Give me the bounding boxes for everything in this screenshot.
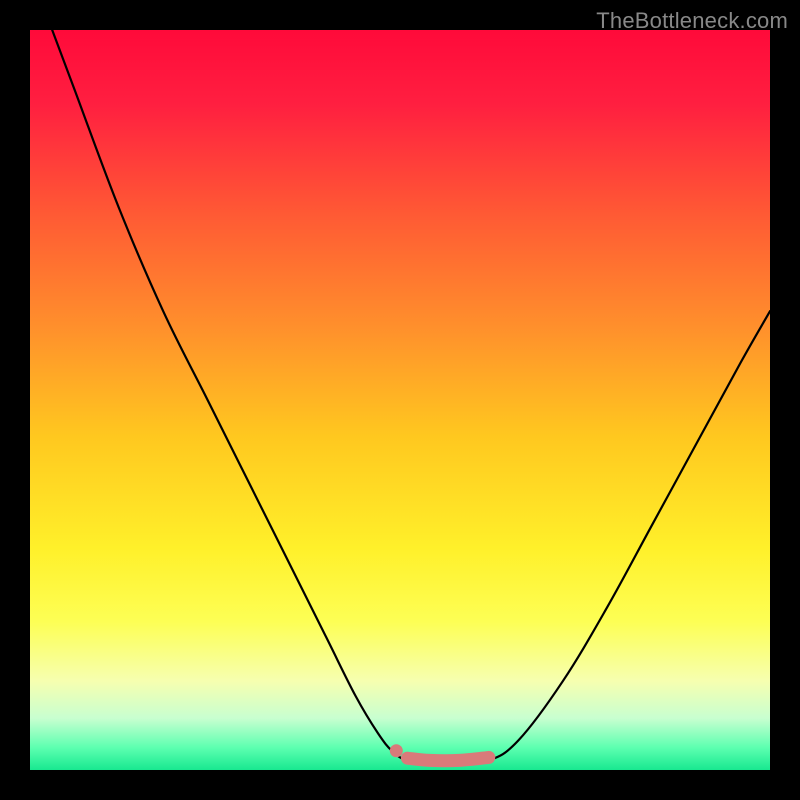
bottleneck-chart: TheBottleneck.com	[0, 0, 800, 800]
watermark-text: TheBottleneck.com	[596, 8, 788, 34]
chart-svg	[0, 0, 800, 800]
